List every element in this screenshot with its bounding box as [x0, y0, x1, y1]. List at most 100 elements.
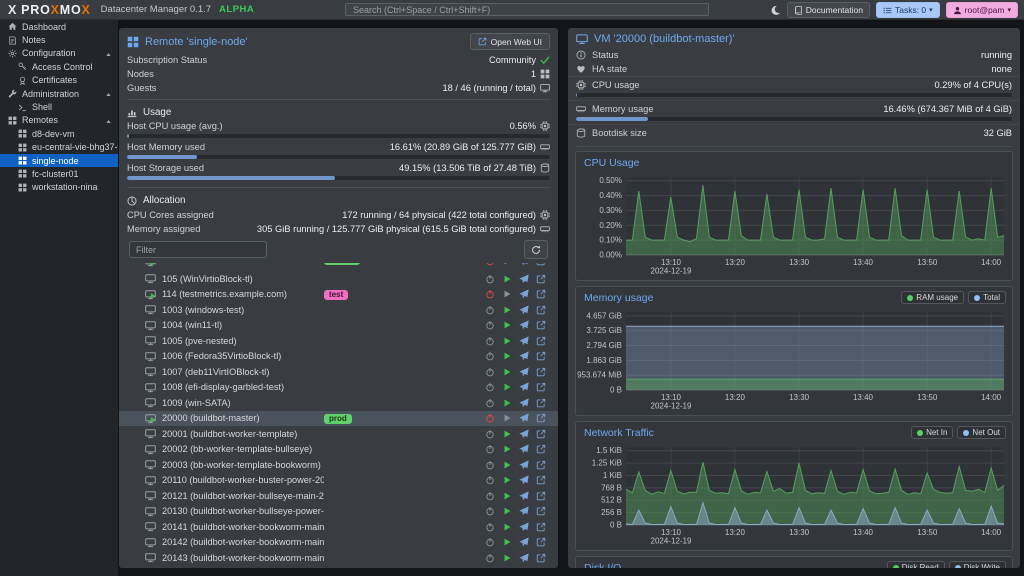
guest-row[interactable]: 20002 (bb-worker-template-bullseye): [119, 442, 558, 458]
start-button[interactable]: [502, 537, 512, 547]
guest-filter-input[interactable]: [129, 241, 267, 258]
open-guest-ui-button[interactable]: [536, 522, 546, 532]
guest-row[interactable]: 20150 (buildbot-worker-bookworm-power-20…: [119, 566, 558, 569]
sidebar-item-d8-dev-vm[interactable]: d8-dev-vm: [0, 127, 118, 140]
guest-row[interactable]: 20003 (bb-worker-template-bookworm): [119, 457, 558, 473]
shutdown-button[interactable]: [485, 491, 495, 501]
sidebar-item-dashboard[interactable]: Dashboard: [0, 20, 118, 33]
legend-disk-write[interactable]: Disk Write: [948, 561, 1006, 568]
documentation-button[interactable]: Documentation: [786, 2, 870, 18]
open-guest-ui-button[interactable]: [536, 444, 546, 454]
open-guest-ui-button[interactable]: [536, 475, 546, 485]
start-button[interactable]: [502, 506, 512, 516]
start-button[interactable]: [502, 491, 512, 501]
sidebar-item-certificates[interactable]: Certificates: [0, 74, 118, 87]
start-button[interactable]: [502, 263, 512, 266]
migrate-button[interactable]: [519, 274, 529, 284]
sidebar-item-notes[interactable]: Notes: [0, 33, 118, 46]
collapse-icon[interactable]: [105, 115, 118, 125]
legend-ram-usage[interactable]: RAM usage: [901, 291, 965, 304]
guest-row[interactable]: 105 (WinVirtioBlock-tl): [119, 271, 558, 287]
collapse-icon[interactable]: [105, 89, 118, 99]
migrate-button[interactable]: [519, 460, 529, 470]
migrate-button[interactable]: [519, 263, 529, 266]
migrate-button[interactable]: [519, 305, 529, 315]
migrate-button[interactable]: [519, 506, 529, 516]
start-button[interactable]: [502, 336, 512, 346]
legend-disk-read[interactable]: Disk Read: [886, 561, 945, 568]
shutdown-button[interactable]: [485, 289, 495, 299]
open-guest-ui-button[interactable]: [536, 398, 546, 408]
shutdown-button[interactable]: [485, 506, 495, 516]
guest-row[interactable]: 1005 (pve-nested): [119, 333, 558, 349]
open-guest-ui-button[interactable]: [536, 506, 546, 516]
open-guest-ui-button[interactable]: [536, 460, 546, 470]
sidebar-item-single-node[interactable]: single-node: [0, 153, 118, 168]
start-button[interactable]: [502, 444, 512, 454]
start-button[interactable]: [502, 413, 512, 423]
guest-row[interactable]: 114 (testmetrics.example.com) test: [119, 287, 558, 303]
refresh-button[interactable]: [524, 240, 548, 259]
migrate-button[interactable]: [519, 367, 529, 377]
theme-toggle-moon-icon[interactable]: [770, 5, 781, 16]
open-guest-ui-button[interactable]: [536, 553, 546, 563]
shutdown-button[interactable]: [485, 429, 495, 439]
open-guest-ui-button[interactable]: [536, 537, 546, 547]
migrate-button[interactable]: [519, 351, 529, 361]
open-guest-ui-button[interactable]: [536, 305, 546, 315]
migrate-button[interactable]: [519, 522, 529, 532]
tasks-button[interactable]: Tasks: 0 ▾: [875, 2, 940, 18]
migrate-button[interactable]: [519, 444, 529, 454]
guest-row[interactable]: 20001 (buildbot-worker-template): [119, 426, 558, 442]
migrate-button[interactable]: [519, 398, 529, 408]
guest-row[interactable]: 1003 (windows-test): [119, 302, 558, 318]
open-guest-ui-button[interactable]: [536, 351, 546, 361]
guest-row[interactable]: 20121 (buildbot-worker-bullseye-main-201…: [119, 488, 558, 504]
start-button[interactable]: [502, 367, 512, 377]
shutdown-button[interactable]: [485, 398, 495, 408]
migrate-button[interactable]: [519, 382, 529, 392]
user-menu-button[interactable]: root@pam ▾: [945, 2, 1018, 18]
sidebar-item-configuration[interactable]: Configuration: [0, 47, 118, 60]
shutdown-button[interactable]: [485, 367, 495, 377]
open-guest-ui-button[interactable]: [536, 336, 546, 346]
guest-row[interactable]: 1006 (Fedora35VirtioBlock-tl): [119, 349, 558, 365]
sidebar-item-eu-central-vie-bhg37-f1-rack2[interactable]: eu-central-vie-bhg37-f1-rack2: [0, 141, 118, 154]
start-button[interactable]: [502, 274, 512, 284]
sidebar-item-shell[interactable]: Shell: [0, 100, 118, 113]
guest-row[interactable]: 20130 (buildbot-worker-bullseye-power-20…: [119, 504, 558, 520]
start-button[interactable]: [502, 475, 512, 485]
migrate-button[interactable]: [519, 289, 529, 299]
guest-row[interactable]: 20142 (buildbot-worker-bookworm-main-201…: [119, 535, 558, 551]
start-button[interactable]: [502, 522, 512, 532]
guest-row[interactable]: 20141 (buildbot-worker-bookworm-main-201…: [119, 519, 558, 535]
migrate-button[interactable]: [519, 491, 529, 501]
open-guest-ui-button[interactable]: [536, 382, 546, 392]
shutdown-button[interactable]: [485, 553, 495, 563]
migrate-button[interactable]: [519, 475, 529, 485]
start-button[interactable]: [502, 553, 512, 563]
start-button[interactable]: [502, 320, 512, 330]
open-guest-ui-button[interactable]: [536, 429, 546, 439]
open-guest-ui-button[interactable]: [536, 263, 546, 266]
shutdown-button[interactable]: [485, 274, 495, 284]
sidebar-item-remotes[interactable]: Remotes: [0, 114, 118, 127]
guest-row[interactable]: 20143 (buildbot-worker-bookworm-main-201…: [119, 550, 558, 566]
start-button[interactable]: [502, 429, 512, 439]
guest-row[interactable]: 20110 (buildbot-worker-buster-power-2011…: [119, 473, 558, 489]
migrate-button[interactable]: [519, 320, 529, 330]
shutdown-button[interactable]: [485, 351, 495, 361]
guest-row[interactable]: 1007 (deb11VirtIOBlock-tl): [119, 364, 558, 380]
shutdown-button[interactable]: [485, 522, 495, 532]
guest-row[interactable]: [119, 263, 558, 271]
open-guest-ui-button[interactable]: [536, 491, 546, 501]
search-input[interactable]: [345, 3, 709, 16]
start-button[interactable]: [502, 460, 512, 470]
migrate-button[interactable]: [519, 429, 529, 439]
start-button[interactable]: [502, 305, 512, 315]
legend-net-out[interactable]: Net Out: [957, 426, 1006, 439]
open-guest-ui-button[interactable]: [536, 289, 546, 299]
shutdown-button[interactable]: [485, 413, 495, 423]
migrate-button[interactable]: [519, 413, 529, 423]
guest-row[interactable]: 1008 (efi-display-garbled-test): [119, 380, 558, 396]
